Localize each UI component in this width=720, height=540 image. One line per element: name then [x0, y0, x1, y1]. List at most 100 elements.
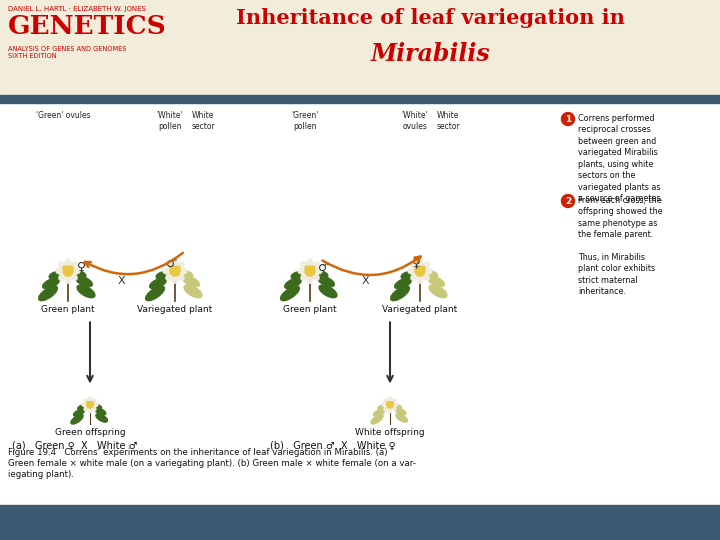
Ellipse shape — [411, 262, 419, 271]
Text: Figure 19.4   Correns’ experiments on the inheritance of leaf variegation in Mir: Figure 19.4 Correns’ experiments on the … — [8, 448, 387, 457]
Ellipse shape — [76, 276, 92, 287]
Ellipse shape — [311, 262, 319, 271]
Text: White
sector: White sector — [436, 111, 460, 131]
Ellipse shape — [422, 268, 432, 274]
Circle shape — [415, 266, 425, 276]
Text: 'Green'
pollen: 'Green' pollen — [292, 111, 319, 131]
Circle shape — [421, 266, 425, 270]
Ellipse shape — [298, 268, 308, 274]
Text: GENETICS: GENETICS — [8, 14, 167, 39]
Ellipse shape — [73, 409, 84, 416]
Ellipse shape — [396, 414, 408, 422]
Ellipse shape — [318, 276, 334, 287]
Ellipse shape — [307, 273, 313, 283]
Ellipse shape — [284, 278, 302, 288]
Circle shape — [387, 402, 390, 404]
Ellipse shape — [39, 286, 58, 301]
Bar — [0, 445, 720, 505]
Ellipse shape — [411, 272, 419, 280]
Text: 1: 1 — [565, 114, 571, 124]
Ellipse shape — [301, 272, 309, 280]
Circle shape — [63, 266, 67, 270]
Ellipse shape — [176, 262, 184, 271]
Text: iegating plant).: iegating plant). — [8, 470, 74, 479]
Ellipse shape — [65, 259, 71, 269]
Ellipse shape — [401, 272, 415, 279]
Ellipse shape — [395, 408, 406, 415]
Ellipse shape — [384, 399, 390, 404]
Ellipse shape — [384, 406, 390, 411]
Text: ♀: ♀ — [413, 256, 422, 269]
Ellipse shape — [388, 406, 392, 413]
Ellipse shape — [166, 262, 174, 271]
Ellipse shape — [408, 268, 418, 274]
Ellipse shape — [145, 286, 164, 301]
Ellipse shape — [374, 409, 384, 416]
Ellipse shape — [390, 399, 396, 404]
Text: SIXTH EDITION: SIXTH EDITION — [8, 53, 57, 59]
Text: 'White'
pollen: 'White' pollen — [157, 111, 184, 131]
Bar — [0, 95, 720, 103]
Ellipse shape — [382, 403, 389, 407]
Text: ANALYSIS OF GENES AND GENOMES: ANALYSIS OF GENES AND GENOMES — [8, 46, 127, 52]
Ellipse shape — [420, 272, 429, 280]
Ellipse shape — [91, 403, 98, 407]
Text: ♀: ♀ — [78, 261, 86, 274]
Circle shape — [311, 266, 315, 270]
Ellipse shape — [392, 404, 402, 409]
Ellipse shape — [390, 406, 396, 411]
Ellipse shape — [78, 405, 86, 410]
Ellipse shape — [172, 259, 178, 269]
Ellipse shape — [391, 286, 410, 301]
Circle shape — [305, 266, 315, 276]
Ellipse shape — [307, 259, 313, 269]
Ellipse shape — [177, 268, 187, 274]
Circle shape — [391, 402, 393, 404]
Circle shape — [170, 266, 180, 276]
Circle shape — [415, 266, 419, 270]
Ellipse shape — [91, 399, 96, 404]
Ellipse shape — [371, 415, 383, 424]
Ellipse shape — [70, 268, 80, 274]
Ellipse shape — [184, 285, 202, 298]
Ellipse shape — [314, 271, 328, 278]
Circle shape — [86, 402, 89, 404]
Ellipse shape — [69, 272, 77, 280]
Ellipse shape — [95, 408, 106, 415]
Ellipse shape — [395, 278, 411, 288]
Circle shape — [86, 402, 94, 408]
Text: Thus, in Mirabilis
plant color exhibits
strict maternal
inheritance.: Thus, in Mirabilis plant color exhibits … — [578, 253, 655, 296]
Ellipse shape — [71, 415, 83, 424]
Ellipse shape — [166, 272, 174, 280]
Text: Variegated plant: Variegated plant — [138, 305, 212, 314]
Text: Green plant: Green plant — [41, 305, 95, 314]
Text: X: X — [117, 276, 125, 286]
Ellipse shape — [88, 406, 92, 413]
Ellipse shape — [96, 414, 107, 422]
Circle shape — [305, 266, 309, 270]
Ellipse shape — [312, 268, 322, 274]
Ellipse shape — [82, 403, 89, 407]
Ellipse shape — [56, 268, 66, 274]
Text: (a)   Green ♀  X   White ♂: (a) Green ♀ X White ♂ — [12, 441, 138, 451]
Ellipse shape — [388, 397, 392, 403]
Ellipse shape — [88, 397, 92, 403]
Text: 'Green' ovules: 'Green' ovules — [36, 111, 90, 120]
Ellipse shape — [91, 406, 96, 411]
Circle shape — [562, 194, 575, 207]
Ellipse shape — [391, 403, 397, 407]
Text: ♂: ♂ — [166, 256, 178, 269]
Ellipse shape — [156, 272, 170, 279]
Ellipse shape — [84, 399, 89, 404]
Text: Inheritance of leaf variegation in: Inheritance of leaf variegation in — [235, 8, 624, 28]
Ellipse shape — [93, 404, 102, 409]
Text: White
sector: White sector — [191, 111, 215, 131]
Bar — [0, 505, 720, 540]
Circle shape — [170, 266, 174, 270]
Circle shape — [91, 402, 94, 404]
Text: Green female × white male (on a variegating plant). (b) Green male × white femal: Green female × white male (on a variegat… — [8, 459, 416, 468]
Ellipse shape — [163, 268, 173, 274]
Text: Mirabilis: Mirabilis — [370, 42, 490, 66]
Ellipse shape — [77, 285, 95, 298]
Ellipse shape — [417, 259, 423, 269]
